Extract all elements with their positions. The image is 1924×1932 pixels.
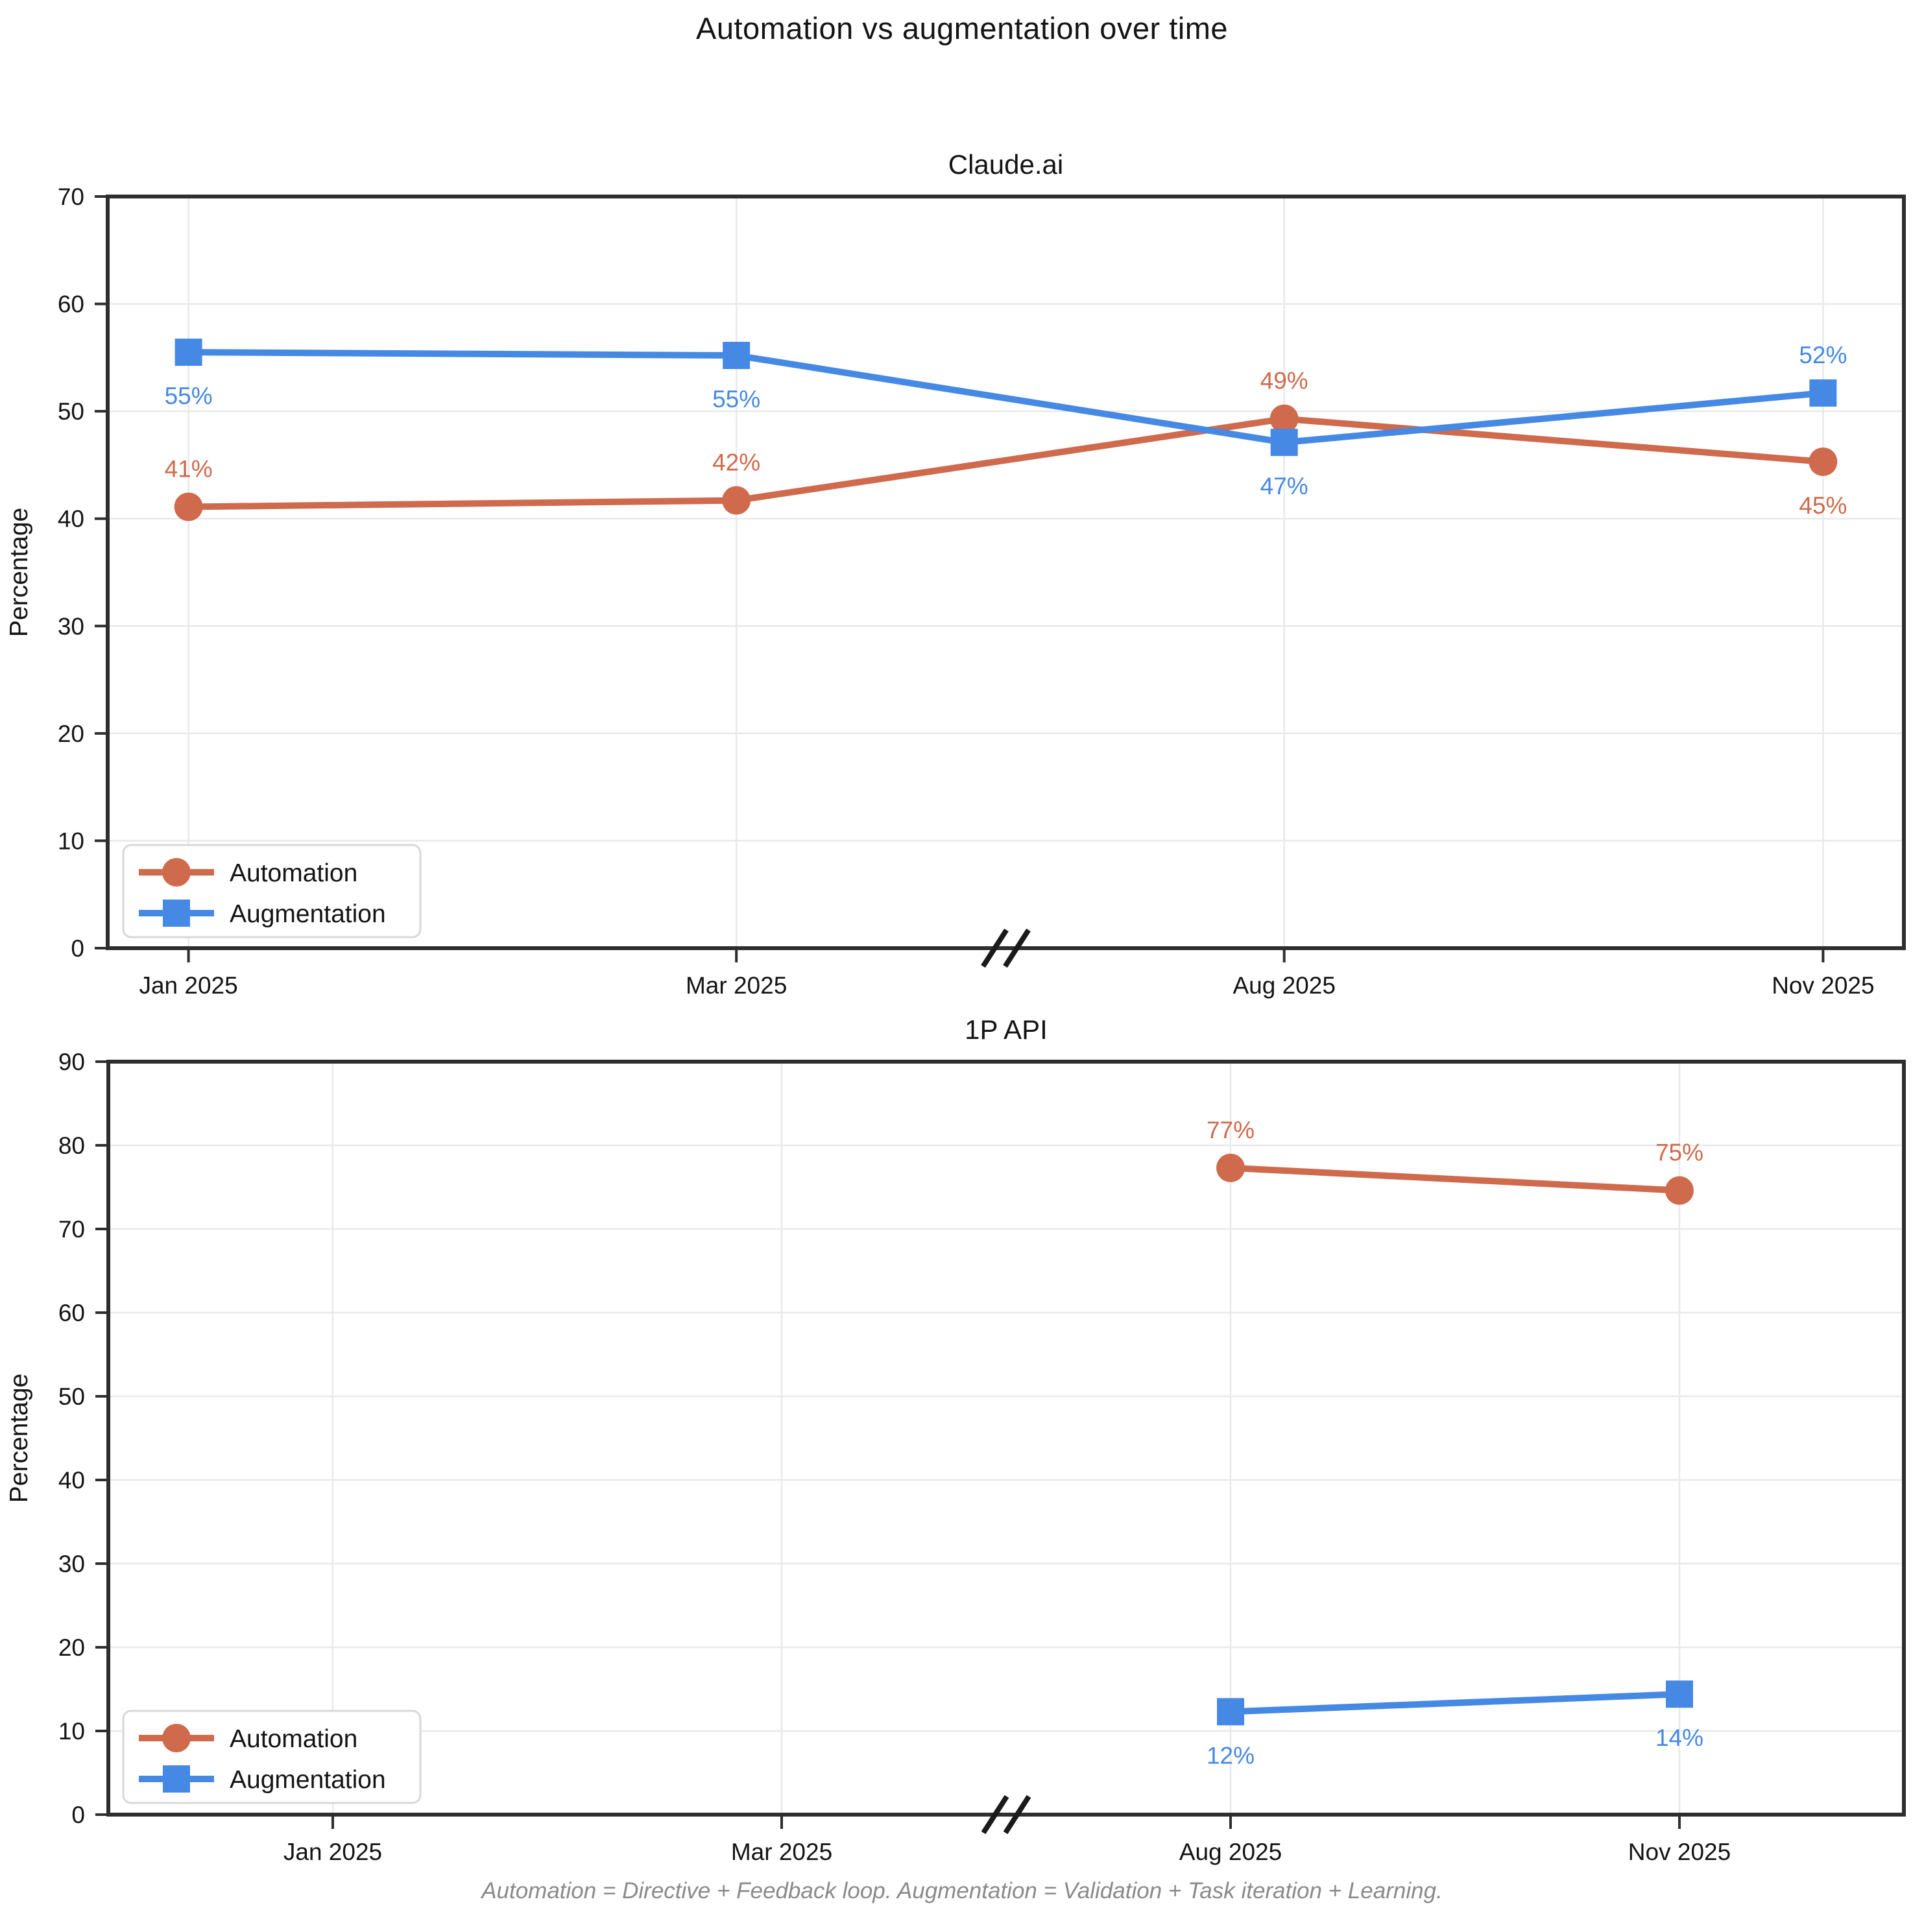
legend-square-marker bbox=[163, 1765, 190, 1793]
y-tick-label: 20 bbox=[58, 1634, 85, 1661]
series-automation: 41% 42% 49% 45% bbox=[165, 368, 1847, 521]
y-tick-label: 70 bbox=[58, 184, 84, 210]
data-point-circle bbox=[1216, 1153, 1245, 1182]
axis-break-slash bbox=[981, 1795, 1009, 1835]
data-point-label: 55% bbox=[165, 383, 213, 409]
legend-circle-marker bbox=[162, 858, 191, 887]
y-tick-label: 10 bbox=[58, 1718, 85, 1745]
data-point-circle bbox=[1269, 404, 1299, 433]
data-point-circle bbox=[174, 492, 203, 521]
y-tick-label: 60 bbox=[58, 1300, 85, 1326]
data-point-label: 77% bbox=[1207, 1117, 1255, 1143]
data-point-label: 45% bbox=[1799, 492, 1847, 519]
y-tick-label: 50 bbox=[58, 398, 84, 425]
data-point-square bbox=[1809, 379, 1837, 407]
data-point-circle bbox=[1665, 1176, 1694, 1205]
legend-label: Augmentation bbox=[230, 900, 386, 928]
x-tick-label: Jan 2025 bbox=[283, 1839, 382, 1865]
y-tick-label: 30 bbox=[58, 1551, 85, 1577]
subplot-title: Claude.ai bbox=[948, 149, 1063, 180]
data-point-label: 52% bbox=[1799, 342, 1847, 368]
data-point-square bbox=[1217, 1698, 1244, 1726]
data-point-circle bbox=[1809, 447, 1838, 476]
y-axis-label: Percentage bbox=[5, 1374, 33, 1503]
subplot-title: 1P API bbox=[965, 1014, 1048, 1045]
legend-label: Augmentation bbox=[230, 1766, 386, 1794]
legend-label: Automation bbox=[230, 1725, 357, 1753]
y-tick-label: 60 bbox=[58, 291, 84, 318]
axis-break-slash bbox=[1003, 928, 1031, 968]
series-line bbox=[188, 349, 1823, 446]
chart-1p-api: 0 10 20 30 40 50 60 70 80 90 Jan 2025 Mar 2025 Aug 2… bbox=[5, 1014, 1906, 1865]
data-point-label: 55% bbox=[712, 386, 760, 412]
data-point-label: 42% bbox=[712, 449, 760, 476]
y-tick-label: 70 bbox=[58, 1216, 85, 1243]
data-point-label: 14% bbox=[1655, 1724, 1703, 1751]
y-tick-label: 0 bbox=[71, 935, 84, 962]
series-line bbox=[1230, 1691, 1680, 1715]
legend-label: Automation bbox=[230, 859, 357, 887]
legend: Automation Augmentation bbox=[122, 844, 422, 938]
legend: Automation Augmentation bbox=[122, 1710, 422, 1804]
data-point-circle bbox=[722, 486, 751, 515]
axis-break-slash bbox=[1003, 1795, 1031, 1835]
gridlines bbox=[108, 197, 1904, 948]
y-tick-label: 50 bbox=[58, 1383, 85, 1410]
data-point-label: 75% bbox=[1655, 1139, 1703, 1166]
y-axis-label: Percentage bbox=[5, 508, 33, 637]
data-point-square bbox=[1270, 429, 1298, 457]
chart-claude-ai: 0 10 20 30 40 50 60 70 Jan 2025 Mar 2025 Aug 2025 N… bbox=[5, 149, 1906, 999]
series-line bbox=[1230, 1164, 1680, 1194]
x-tick-label: Mar 2025 bbox=[686, 972, 787, 999]
y-tick-label: 80 bbox=[58, 1132, 85, 1159]
data-point-label: 49% bbox=[1260, 368, 1308, 394]
data-point-square bbox=[174, 339, 202, 366]
x-tick-label: Jan 2025 bbox=[139, 972, 237, 999]
legend-square-marker bbox=[163, 900, 190, 927]
y-tick-label: 30 bbox=[58, 613, 84, 639]
y-tick-label: 40 bbox=[58, 506, 84, 532]
x-tick-label: Nov 2025 bbox=[1628, 1839, 1731, 1865]
figure-title: Automation vs augmentation over time bbox=[695, 11, 1229, 45]
data-point-label: 41% bbox=[165, 456, 213, 483]
y-tick-label: 10 bbox=[58, 828, 84, 854]
legend-circle-marker bbox=[162, 1724, 191, 1752]
data-point-label: 12% bbox=[1207, 1742, 1255, 1769]
series-augmentation: 55% 55% 47% 52% bbox=[165, 339, 1847, 499]
y-tick-label: 90 bbox=[58, 1049, 85, 1075]
y-tick-label: 0 bbox=[71, 1802, 85, 1828]
axes-spines bbox=[106, 195, 1906, 950]
x-tick-label: Aug 2025 bbox=[1233, 972, 1335, 999]
series-line bbox=[188, 415, 1823, 510]
y-tick-label: 40 bbox=[58, 1467, 85, 1494]
gridlines bbox=[108, 1062, 1904, 1815]
series-automation: 77% 75% bbox=[1207, 1117, 1703, 1205]
axes-spines bbox=[106, 1060, 1906, 1817]
data-point-square bbox=[723, 342, 751, 370]
x-tick-label: Nov 2025 bbox=[1772, 972, 1874, 999]
series-augmentation: 12% 14% bbox=[1207, 1680, 1703, 1769]
data-point-square bbox=[1666, 1680, 1693, 1708]
axis-break-slash bbox=[981, 928, 1009, 968]
x-tick-label: Mar 2025 bbox=[731, 1839, 832, 1865]
x-tick-label: Aug 2025 bbox=[1179, 1839, 1282, 1865]
figure-footnote: Automation = Directive + Feedback loop. … bbox=[481, 1878, 1443, 1903]
y-tick-label: 20 bbox=[58, 721, 84, 747]
data-point-label: 47% bbox=[1260, 473, 1308, 499]
